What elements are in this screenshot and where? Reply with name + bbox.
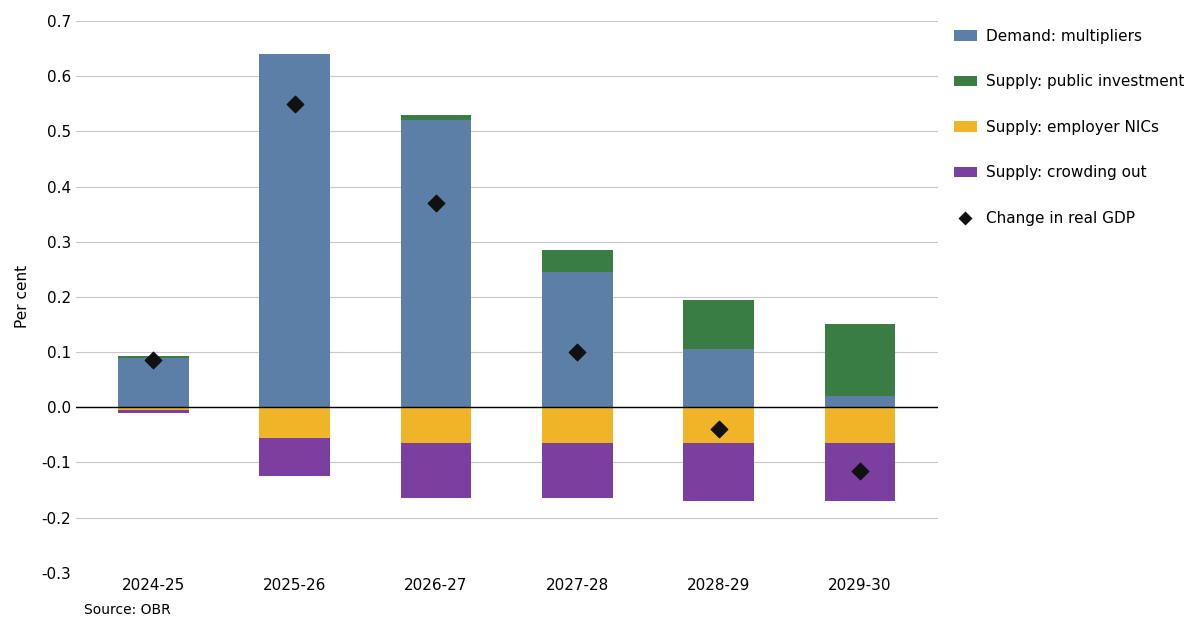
Bar — [401, 120, 472, 407]
Bar — [118, 358, 188, 407]
Legend: Demand: multipliers, Supply: public investment, Supply: employer NICs, Supply: c: Demand: multipliers, Supply: public inve… — [954, 29, 1184, 226]
Bar — [259, 54, 330, 407]
Bar — [259, 438, 330, 476]
Bar — [824, 324, 895, 396]
Text: Source: OBR: Source: OBR — [84, 603, 170, 617]
Change in real GDP — [709, 424, 728, 434]
Bar — [401, 115, 472, 120]
Change in real GDP — [286, 99, 305, 108]
Change in real GDP — [144, 355, 163, 365]
Bar — [118, 356, 188, 358]
Bar — [824, 443, 895, 501]
Bar — [824, 407, 895, 443]
Bar — [683, 443, 754, 501]
Bar — [401, 443, 472, 498]
Bar — [259, 407, 330, 438]
Bar — [683, 349, 754, 407]
Change in real GDP — [851, 466, 870, 476]
Bar — [542, 272, 613, 407]
Bar — [542, 250, 613, 272]
Bar — [118, 407, 188, 410]
Change in real GDP — [426, 198, 445, 208]
Y-axis label: Per cent: Per cent — [16, 265, 30, 329]
Bar — [118, 410, 188, 413]
Bar — [824, 396, 895, 407]
Bar — [542, 443, 613, 498]
Bar — [683, 299, 754, 349]
Bar — [542, 407, 613, 443]
Bar — [683, 407, 754, 443]
Change in real GDP — [568, 347, 587, 357]
Bar — [401, 407, 472, 443]
